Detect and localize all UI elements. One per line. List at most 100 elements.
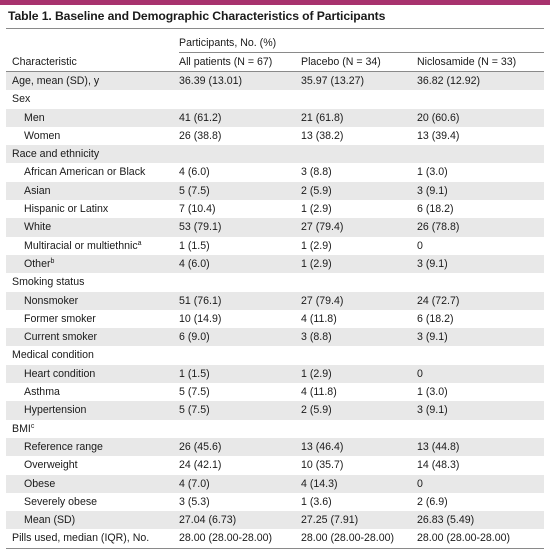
row-label: Women [24,127,60,145]
row-label: Multiracial or multiethnica [24,237,142,255]
table-row: Race and ethnicity [6,145,544,164]
cell-value: 13 (44.8) [417,440,460,453]
header-all-patients: All patients (N = 67) [179,56,273,68]
row-label: BMIc [12,420,34,438]
table-row: Women 26 (38.8) 13 (38.2) 13 (39.4) [6,127,544,145]
cell-value: 2 (5.9) [301,184,332,197]
cell-value: 3 (5.3) [179,495,210,508]
cell-value: 10 (14.9) [179,312,222,325]
table-row: Severely obese 3 (5.3) 1 (3.6) 2 (6.9) [6,493,544,511]
cell-value: 36.39 (13.01) [179,75,243,87]
row-label: Nonsmoker [24,292,78,310]
header-placebo: Placebo (N = 34) [301,56,381,68]
cell-value: 27 (79.4) [301,221,344,234]
row-label: Hypertension [24,401,86,419]
row-label-text: Severely obese [24,495,98,508]
row-label-text: Smoking status [12,276,85,289]
row-label: Severely obese [24,493,97,511]
table-row: BMIc [6,420,544,438]
row-label: Pills used, median (IQR), No. [12,529,149,547]
table-title: Table 1. Baseline and Demographic Charac… [8,9,386,23]
cell-value: 14 (48.3) [417,459,460,472]
row-label-text: Pills used, median (IQR), No. [12,532,150,545]
cell-value: 1 (3.0) [417,386,448,399]
table-row: Medical condition [6,346,544,364]
row-label-text: Asthma [24,386,60,399]
cell-value: 5 (7.5) [179,404,210,417]
row-label: African American or Black [24,163,145,181]
row-label-text: Age, mean (SD), y [12,75,100,87]
row-label-text: BMI [12,422,31,435]
cell-value: 51 (76.1) [179,294,222,307]
table-row: Overweight 24 (42.1) 10 (35.7) 14 (48.3) [6,456,544,474]
cell-value: 3 (9.1) [417,257,448,270]
cell-value: 53 (79.1) [179,221,222,234]
cell-value: 1 (2.9) [301,257,332,270]
cell-value: 20 (60.6) [417,111,460,124]
row-label-text: Current smoker [24,331,97,344]
cell-value: 24 (72.7) [417,294,460,307]
cell-value: 5 (7.5) [179,184,210,197]
row-label-text: Reference range [24,440,103,453]
cell-value: 27.04 (6.73) [179,514,237,527]
cell-value: 3 (8.8) [301,166,332,179]
row-label-text: Medical condition [12,349,94,362]
table-row: Mean (SD) 27.04 (6.73) 27.25 (7.91) 26.83 (… [6,511,544,530]
row-label: Asian [24,182,51,200]
cell-value: 4 (6.0) [179,166,210,179]
row-label: White [24,218,51,236]
cell-value: 1 (1.5) [179,367,210,380]
table-row: Sex [6,90,544,108]
row-label: Smoking status [12,273,84,291]
cell-value: 4 (7.0) [179,477,210,490]
column-group-rule [179,52,544,53]
header-rule [6,71,544,72]
row-label-text: Other [24,257,51,270]
row-label: Mean (SD) [24,511,75,529]
cell-value: 1 (2.9) [301,367,332,380]
table-row: African American or Black 4 (6.0) 3 (8.8) 1… [6,163,544,181]
column-group-header: Participants, No. (%) [179,37,277,49]
cell-value: 2 (6.9) [417,495,448,508]
table-row: White 53 (79.1) 27 (79.4) 26 (78.8) [6,218,544,237]
cell-value: 4 (11.8) [301,386,337,399]
cell-value: 6 (18.2) [417,312,454,325]
row-label: Age, mean (SD), y [12,72,99,90]
row-label-text: African American or Black [24,166,146,179]
row-label: Former smoker [24,310,96,328]
row-label: Otherb [24,255,54,273]
row-label: Men [24,109,45,127]
cell-value: 28.00 (28.00-28.00) [417,532,511,545]
row-label-text: Women [24,129,61,142]
table-row: Reference range 26 (45.6) 13 (46.4) 13 (44.… [6,437,544,457]
cell-value: 28.00 (28.00-28.00) [301,532,395,545]
cell-value: 3 (9.1) [417,331,448,344]
characteristics-table: Participants, No. (%) Characteristic All… [6,28,544,549]
footnote-marker: a [137,239,142,247]
cell-value: 2 (5.9) [301,404,332,417]
row-label: Sex [12,90,30,108]
cell-value: 4 (6.0) [179,257,210,270]
cell-value: 13 (39.4) [417,129,460,142]
row-label-text: Asian [24,184,51,197]
cell-value: 28.00 (28.00-28.00) [179,532,273,545]
row-label: Hispanic or Latinx [24,200,108,218]
cell-value: 3 (8.8) [301,331,332,344]
table-row: Obese 4 (7.0) 4 (14.3) 0 [6,474,544,493]
cell-value: 26 (45.6) [179,440,222,453]
table-row: Multiracial or multiethnica 1 (1.5) 1 (2.9… [6,237,544,255]
cell-value: 0 [417,367,423,380]
cell-value: 6 (18.2) [417,203,454,216]
row-label-text: Race and ethnicity [12,148,100,161]
row-label: Race and ethnicity [12,145,99,163]
table-row: Otherb 4 (6.0) 1 (2.9) 3 (9.1) [6,254,544,274]
table-row: Hispanic or Latinx 7 (10.4) 1 (2.9) 6 (18.2… [6,200,544,218]
cell-value: 1 (1.5) [179,239,210,252]
cell-value: 26 (78.8) [417,221,460,234]
cell-value: 24 (42.1) [179,459,222,472]
table-row: Nonsmoker 51 (76.1) 27 (79.4) 24 (72.7) [6,291,544,310]
row-label-text: Obese [24,477,56,490]
cell-value: 41 (61.2) [179,111,222,124]
cell-value: 21 (61.8) [301,111,344,124]
cell-value: 5 (7.5) [179,386,210,399]
